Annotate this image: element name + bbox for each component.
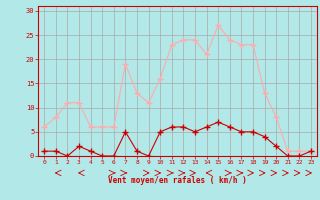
X-axis label: Vent moyen/en rafales ( km/h ): Vent moyen/en rafales ( km/h ) [108, 176, 247, 185]
